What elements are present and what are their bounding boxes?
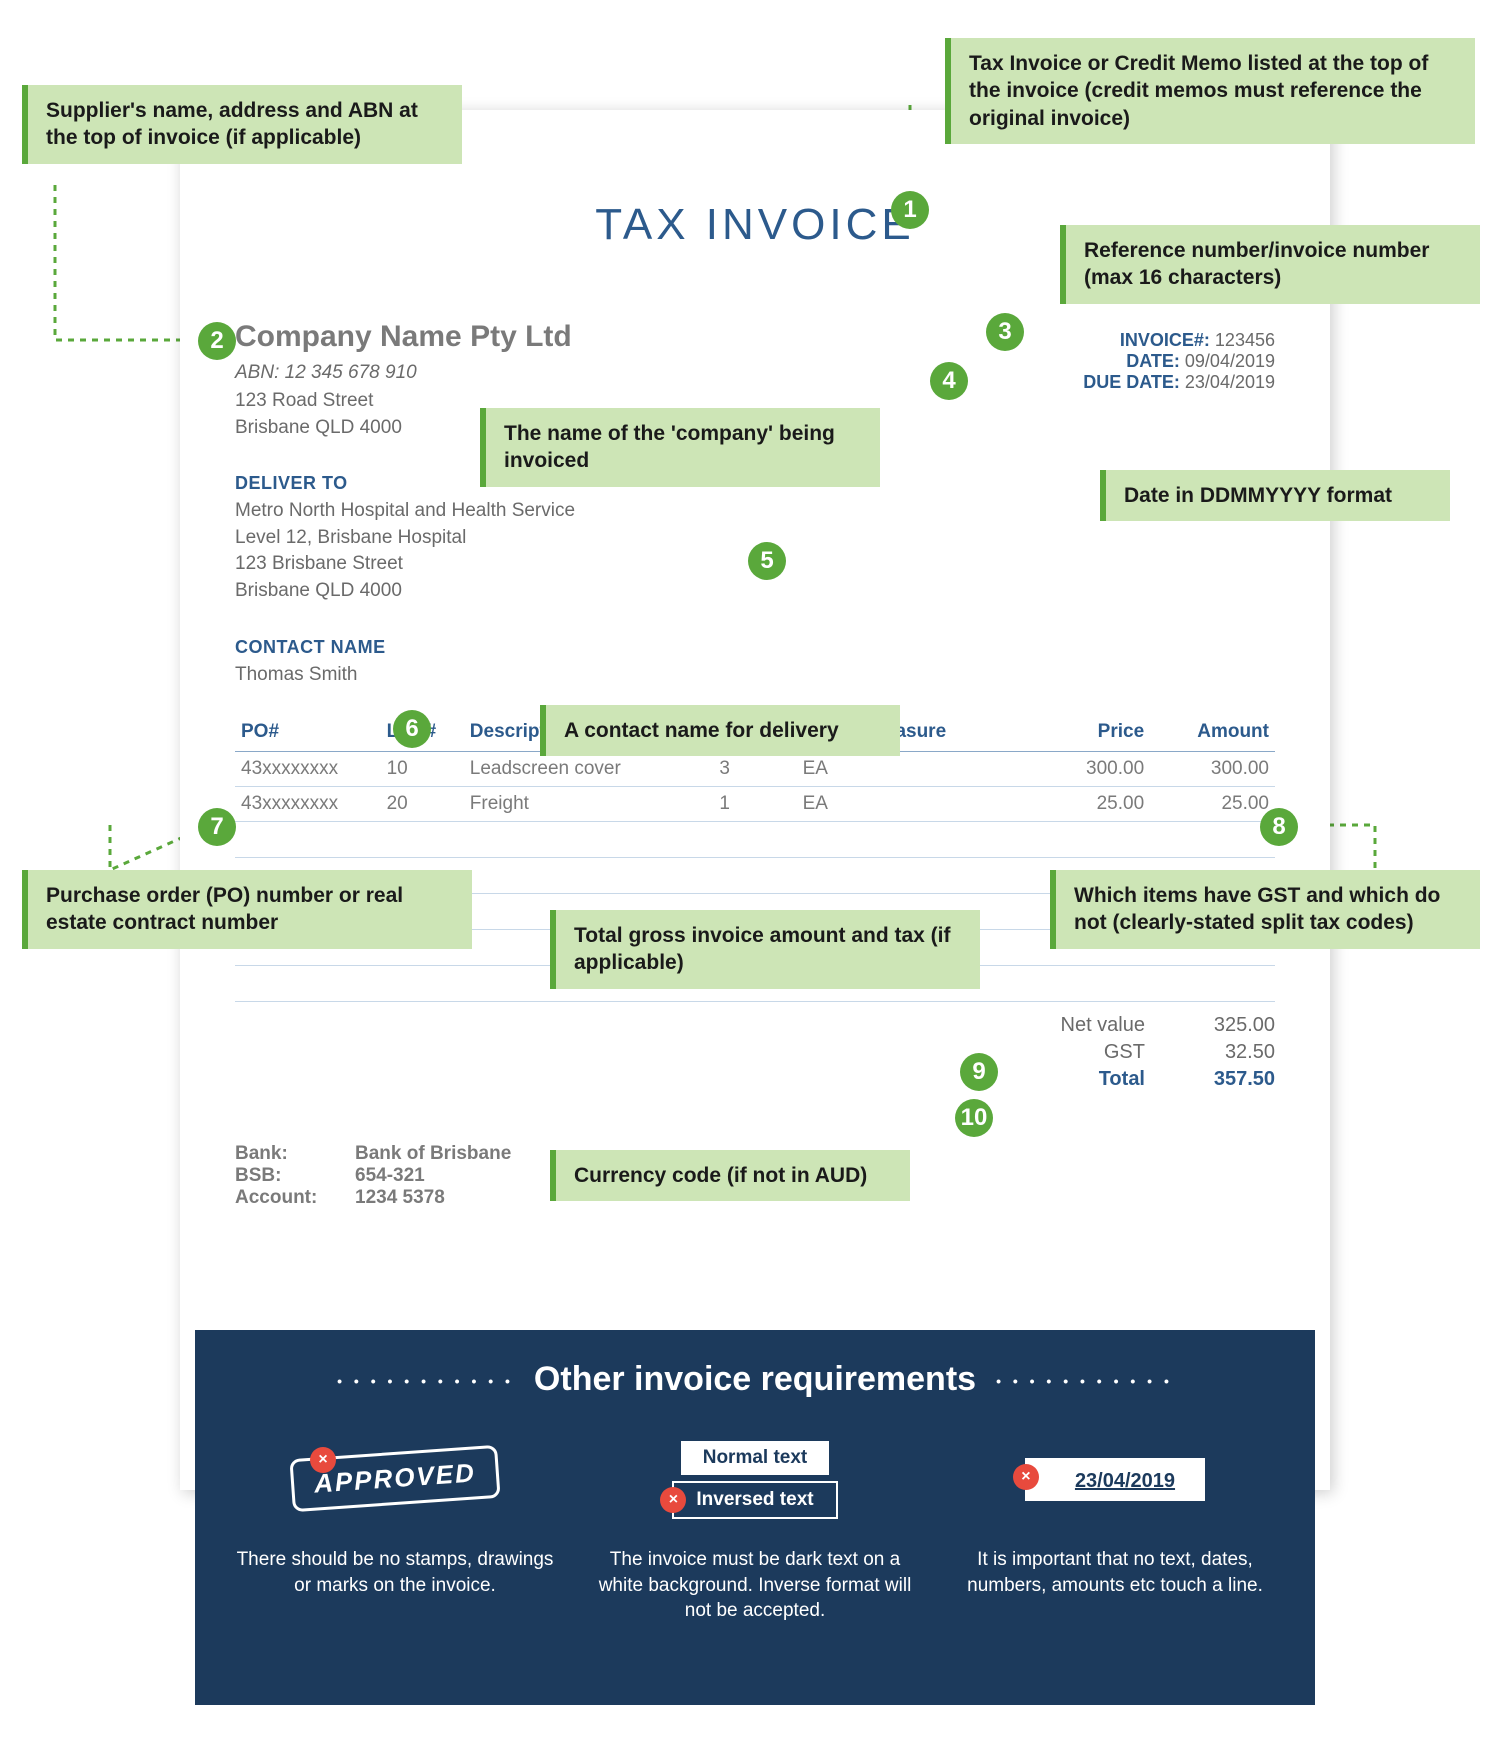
callout-contact: A contact name for delivery <box>540 705 900 756</box>
cell-amount: 300.00 <box>1150 752 1275 787</box>
badge-2: 2 <box>198 322 236 360</box>
callout-reference: Reference number/invoice number (max 16 … <box>1060 225 1480 304</box>
date-sample-text: 23/04/2019 <box>1075 1470 1175 1492</box>
th-price: Price <box>1025 713 1150 752</box>
req-col1-text: There should be no stamps, drawings or m… <box>235 1547 555 1598</box>
callout-po: Purchase order (PO) number or real estat… <box>22 870 472 949</box>
total-label: Total <box>1025 1068 1145 1091</box>
meta-due-label: DUE DATE: <box>1083 372 1180 392</box>
meta-date-label: DATE: <box>1126 351 1180 371</box>
cell-uom: EA <box>797 787 1026 822</box>
cell-qty: 1 <box>713 787 796 822</box>
requirements-panel: Other invoice requirements APPROVED × Th… <box>195 1330 1315 1705</box>
table-filler-row <box>235 822 1275 858</box>
cross-icon: × <box>660 1487 686 1513</box>
badge-9: 9 <box>960 1053 998 1091</box>
cross-icon: × <box>310 1447 336 1473</box>
gst-label: GST <box>1025 1041 1145 1064</box>
cell-qty: 3 <box>713 752 796 787</box>
cell-uom: EA <box>797 752 1026 787</box>
req-col-2: Normal text Inversed text × The invoice … <box>595 1429 915 1624</box>
cell-price: 25.00 <box>1025 787 1150 822</box>
net-val: 325.00 <box>1185 1014 1275 1037</box>
badge-10: 10 <box>955 1099 993 1137</box>
badge-3: 3 <box>986 313 1024 351</box>
inverse-text-sample: Inversed text × <box>672 1481 837 1519</box>
req-col3-text: It is important that no text, dates, num… <box>955 1547 1275 1598</box>
contact-label: CONTACT NAME <box>235 637 1275 658</box>
cell-po: 43xxxxxxxx <box>235 787 381 822</box>
cell-desc: Leadscreen cover <box>464 752 714 787</box>
deliver-l4: Brisbane QLD 4000 <box>235 578 1275 605</box>
normal-text-sample: Normal text <box>679 1439 832 1477</box>
invoice-meta: INVOICE#: 123456 DATE: 09/04/2019 DUE DA… <box>1083 330 1275 393</box>
cell-po: 43xxxxxxxx <box>235 752 381 787</box>
acct-k: Account: <box>235 1187 355 1209</box>
callout-supplier: Supplier's name, address and ABN at the … <box>22 85 462 164</box>
badge-4: 4 <box>930 362 968 400</box>
totals-block: Net value 325.00 GST 32.50 Total 357.50 <box>1025 1012 1275 1093</box>
table-row: 43xxxxxxxx20Freight1EA25.0025.00 <box>235 787 1275 822</box>
req-col-3: 23/04/2019 × It is important that no tex… <box>955 1429 1275 1624</box>
bank-v: Bank of Brisbane <box>355 1143 511 1165</box>
bsb-k: BSB: <box>235 1165 355 1187</box>
badge-6: 6 <box>393 710 431 748</box>
req-col2-text: The invoice must be dark text on a white… <box>595 1547 915 1624</box>
callout-doctype: Tax Invoice or Credit Memo listed at the… <box>945 38 1475 144</box>
cell-amount: 25.00 <box>1150 787 1275 822</box>
callout-datefmt: Date in DDMMYYYY format <box>1100 470 1450 521</box>
cell-line: 20 <box>381 787 464 822</box>
cell-price: 300.00 <box>1025 752 1150 787</box>
badge-8: 8 <box>1260 808 1298 846</box>
bsb-v: 654-321 <box>355 1165 425 1187</box>
net-label: Net value <box>1025 1014 1145 1037</box>
badge-5: 5 <box>748 542 786 580</box>
bank-k: Bank: <box>235 1143 355 1165</box>
invoice-document: TAX INVOICE Company Name Pty Ltd ABN: 12… <box>180 110 1330 1490</box>
meta-due-val: 23/04/2019 <box>1185 372 1275 392</box>
cross-icon: × <box>1013 1464 1039 1490</box>
badge-7: 7 <box>198 808 236 846</box>
gst-val: 32.50 <box>1185 1041 1275 1064</box>
inverse-text-label: Inversed text <box>696 1489 813 1510</box>
th-amount: Amount <box>1150 713 1275 752</box>
requirements-title: Other invoice requirements <box>235 1360 1275 1399</box>
cell-desc: Freight <box>464 787 714 822</box>
date-touch-line-sample: 23/04/2019 × <box>1025 1458 1205 1501</box>
badge-1: 1 <box>891 191 929 229</box>
th-po: PO# <box>235 713 381 752</box>
callout-gross: Total gross invoice amount and tax (if a… <box>550 910 980 989</box>
cell-line: 10 <box>381 752 464 787</box>
callout-currency: Currency code (if not in AUD) <box>550 1150 910 1201</box>
total-val: 357.50 <box>1185 1068 1275 1091</box>
req-col-1: APPROVED × There should be no stamps, dr… <box>235 1429 555 1624</box>
meta-date-val: 09/04/2019 <box>1185 351 1275 371</box>
callout-company: The name of the 'company' being invoiced <box>480 408 880 487</box>
table-row: 43xxxxxxxx10Leadscreen cover3EA300.00300… <box>235 752 1275 787</box>
meta-invoice-label: INVOICE#: <box>1120 330 1210 350</box>
contact-name: Thomas Smith <box>235 662 1275 689</box>
acct-v: 1234 5378 <box>355 1187 445 1209</box>
meta-invoice-val: 123456 <box>1215 330 1275 350</box>
callout-gst: Which items have GST and which do not (c… <box>1050 870 1480 949</box>
